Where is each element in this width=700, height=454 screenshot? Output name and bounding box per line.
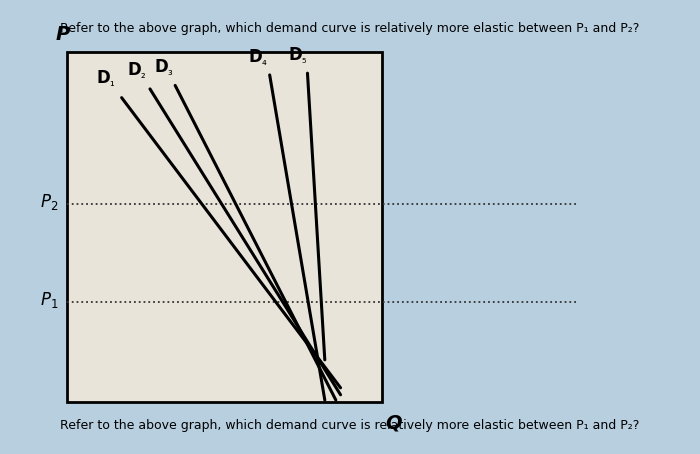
Text: $\mathbf{D}_{₄}$: $\mathbf{D}_{₄}$ — [248, 47, 269, 67]
Text: P: P — [56, 25, 70, 44]
Text: $P_1$: $P_1$ — [40, 290, 58, 310]
Text: $P_2$: $P_2$ — [40, 192, 58, 212]
Text: Refer to the above graph, which demand curve is relatively more elastic between : Refer to the above graph, which demand c… — [60, 419, 640, 432]
Text: $\mathbf{D}_{₅}$: $\mathbf{D}_{₅}$ — [288, 45, 308, 65]
FancyBboxPatch shape — [66, 52, 382, 402]
Text: $\mathbf{D}_{₂}$: $\mathbf{D}_{₂}$ — [127, 60, 147, 80]
Text: Q: Q — [385, 413, 402, 432]
Text: Refer to the above graph, which demand curve is relatively more elastic between : Refer to the above graph, which demand c… — [60, 22, 640, 35]
Text: $\mathbf{D}_{₃}$: $\mathbf{D}_{₃}$ — [154, 57, 174, 77]
Text: $\mathbf{D}_{₁}$: $\mathbf{D}_{₁}$ — [96, 68, 116, 88]
